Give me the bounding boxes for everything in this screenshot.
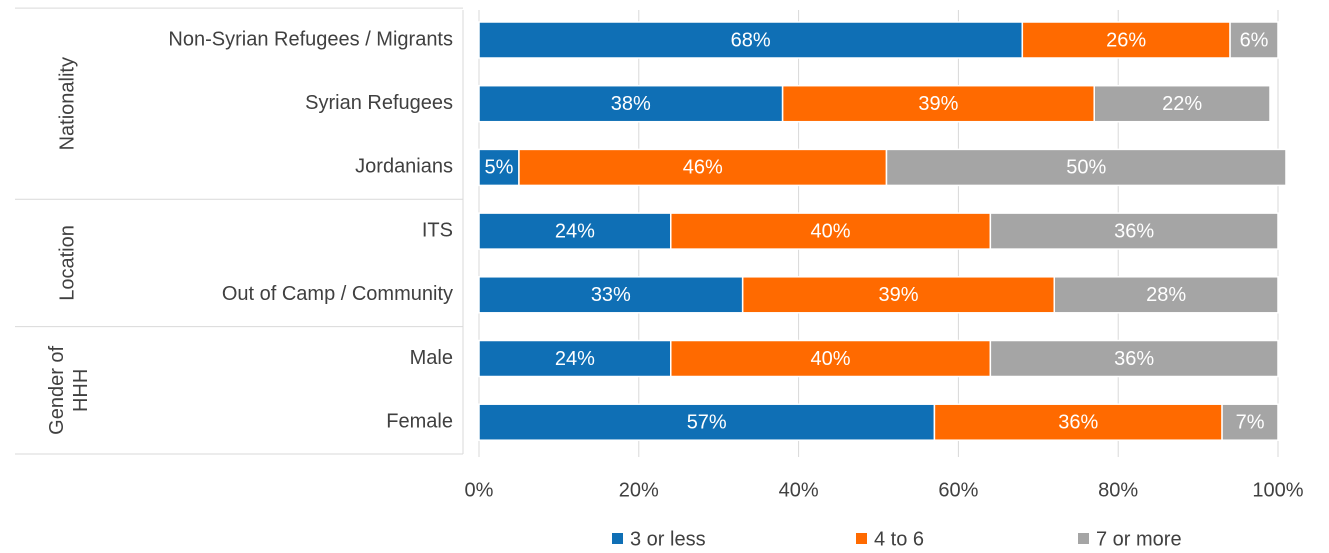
category-label: Female [386,410,453,432]
data-label: 22% [1162,93,1202,115]
x-tick-label: 60% [938,479,978,501]
data-label: 26% [1106,29,1146,51]
group-label: Nationality [56,57,78,150]
bar-segment [989,339,1279,378]
bar-segment [933,403,1223,441]
data-label: 36% [1114,348,1154,370]
bar-segment [670,212,992,250]
bar-segment [670,339,992,378]
legend-label: 4 to 6 [874,528,924,550]
data-label: 57% [687,411,727,433]
data-label: 33% [591,284,631,306]
data-label: 46% [683,157,723,179]
bar-segment [478,212,672,250]
bar-segment [478,403,936,441]
group-label-line: Gender of [46,345,68,434]
bar-segment [1021,21,1231,59]
bar-segment [478,21,1024,59]
bar-segment [741,276,1056,314]
data-label: 40% [811,348,851,370]
data-label: 39% [878,284,918,306]
x-tick-label: 20% [619,479,659,501]
x-tick-label: 40% [779,479,819,501]
category-label: Male [410,347,453,369]
bar-segment [989,212,1279,250]
category-label: Out of Camp / Community [222,283,453,305]
legend-swatch [612,533,623,544]
data-label: 24% [555,220,595,242]
legend-swatch [856,533,867,544]
x-tick-label: 100% [1252,479,1303,501]
data-label: 36% [1058,411,1098,433]
bar-segment [1229,21,1279,59]
bar-segment [885,148,1287,187]
data-label: 68% [731,29,771,51]
x-tick-label: 0% [465,479,494,501]
data-label: 28% [1146,284,1186,306]
x-tick-label: 80% [1098,479,1138,501]
data-label: 6% [1240,29,1269,51]
group-label: Location [56,225,78,301]
bar-segment [478,276,744,314]
data-label: 36% [1114,220,1154,242]
bar-segment [478,84,784,123]
legend-label: 3 or less [630,528,706,550]
data-label: 7% [1236,411,1265,433]
bar-segment [1093,84,1271,123]
category-label: Syrian Refugees [305,92,453,114]
group-label-line: HHH [70,369,92,412]
category-label: Jordanians [355,156,453,178]
bar-segment [781,84,1095,123]
bar-segment [478,148,520,187]
data-label: 5% [485,157,514,179]
data-label: 40% [811,220,851,242]
category-label: ITS [422,219,453,241]
group-label: Gender of HHH [46,345,92,434]
data-label: 24% [555,348,595,370]
data-label: 38% [611,93,651,115]
data-label: 50% [1066,157,1106,179]
legend-swatch [1078,533,1089,544]
category-label: Non-Syrian Refugees / Migrants [168,28,453,50]
bar-segment [478,339,672,378]
bar-segment [1053,276,1279,314]
legend-label: 7 or more [1096,528,1182,550]
bar-segment [1221,403,1279,441]
data-label: 39% [918,93,958,115]
